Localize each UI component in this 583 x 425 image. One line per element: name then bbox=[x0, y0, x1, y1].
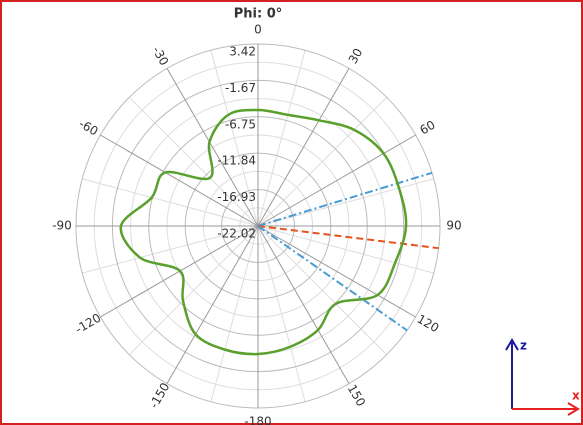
theta-tick-label: 90 bbox=[446, 219, 461, 233]
r-tick-label: -22.02 bbox=[217, 227, 256, 241]
marker-line bbox=[257, 225, 408, 332]
spoke bbox=[257, 68, 350, 227]
r-tick-label: -11.84 bbox=[217, 154, 256, 168]
r-tick-label: -16.93 bbox=[217, 190, 256, 204]
axes-indicator: z x bbox=[505, 338, 580, 416]
spoke bbox=[100, 134, 259, 227]
theta-tick-label: -90 bbox=[52, 219, 72, 233]
spoke bbox=[166, 68, 259, 227]
r-tick-label: -6.75 bbox=[225, 117, 256, 131]
z-label: z bbox=[520, 339, 527, 353]
marker-line bbox=[257, 171, 433, 227]
x-arrow-head bbox=[567, 402, 580, 416]
theta-tick-label: 60 bbox=[417, 118, 437, 138]
r-tick-label: 3.42 bbox=[229, 45, 256, 59]
spoke bbox=[257, 225, 350, 384]
theta-tick-label: -180 bbox=[244, 415, 271, 425]
r-tick-label: -1.67 bbox=[225, 81, 256, 95]
pattern-line bbox=[119, 108, 408, 356]
theta-tick-label: 30 bbox=[346, 46, 366, 66]
polar-grid bbox=[75, 43, 441, 409]
spoke bbox=[257, 225, 416, 318]
x-label: x bbox=[572, 389, 580, 403]
chart-title: Phi: 0° bbox=[234, 7, 283, 22]
theta-tick-label: 0 bbox=[254, 23, 262, 37]
marker-line bbox=[257, 225, 439, 250]
spoke bbox=[166, 225, 259, 384]
spoke bbox=[257, 134, 416, 227]
z-arrow-head bbox=[505, 338, 519, 351]
